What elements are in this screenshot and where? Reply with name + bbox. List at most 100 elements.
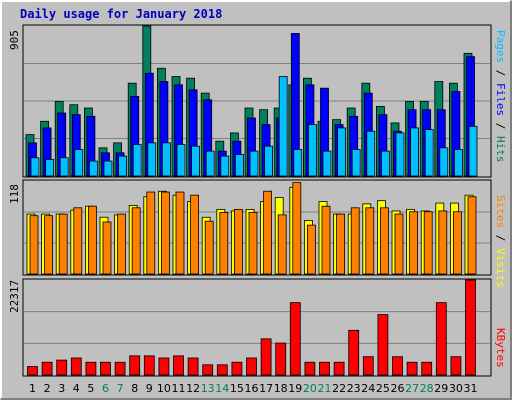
chart-title: Daily usage for January 2018 <box>20 7 222 21</box>
bar-kbytes-16 <box>246 357 257 376</box>
label-pages: Pages <box>494 30 507 63</box>
bar-pages-28 <box>424 129 434 177</box>
x-tick-label: 28 <box>420 382 434 395</box>
x-tick-label: 23 <box>347 382 361 395</box>
bar-sites-1 <box>29 215 39 275</box>
bar-pages-12 <box>191 145 201 177</box>
visits-ymax-label: 118 <box>8 184 21 204</box>
x-tick-label: 22 <box>332 382 346 395</box>
bar-sites-19 <box>292 182 302 275</box>
bar-pages-17 <box>264 145 274 177</box>
label-kbytes: KBytes <box>494 328 507 368</box>
x-tick-label: 11 <box>172 382 186 395</box>
x-tick-label: 16 <box>245 382 259 395</box>
label-files: Files <box>494 83 507 116</box>
x-tick-label: 14 <box>215 382 229 395</box>
bar-sites-27 <box>409 211 419 275</box>
x-tick-label: 15 <box>230 382 244 395</box>
bar-kbytes-1 <box>27 366 38 376</box>
bar-sites-29 <box>438 210 448 275</box>
x-tick-label: 27 <box>405 382 419 395</box>
bar-pages-5 <box>89 160 98 177</box>
bar-pages-14 <box>220 155 230 177</box>
x-tick-label: 30 <box>449 382 463 395</box>
kbytes-ymax-label: 22317 <box>8 280 21 313</box>
bar-kbytes-17 <box>260 338 272 376</box>
bar-kbytes-31 <box>465 279 476 376</box>
bar-pages-24 <box>366 130 376 177</box>
bar-pages-20 <box>307 124 317 177</box>
bar-pages-1 <box>30 157 40 177</box>
label-visits: Visits <box>494 248 507 288</box>
x-tick-label: 3 <box>58 382 65 395</box>
hits-ymax-label: 905 <box>8 30 21 50</box>
bar-pages-10 <box>161 142 171 177</box>
bar-sites-2 <box>44 215 53 275</box>
bar-sites-5 <box>88 205 97 275</box>
bar-kbytes-14 <box>216 364 228 376</box>
bar-pages-6 <box>103 160 113 177</box>
bar-kbytes-18 <box>275 342 287 376</box>
bar-sites-21 <box>321 205 331 275</box>
bar-pages-9 <box>147 142 157 177</box>
x-tick-label: 21 <box>318 382 332 395</box>
label-sep-1: / <box>494 63 507 83</box>
bar-pages-19 <box>293 149 303 177</box>
bar-sites-26 <box>394 213 404 275</box>
x-tick-label: 12 <box>186 382 200 395</box>
x-tick-label: 26 <box>391 382 405 395</box>
bar-sites-9 <box>146 191 156 275</box>
bar-sites-31 <box>467 196 477 275</box>
bar-sites-8 <box>131 207 141 275</box>
bar-sites-25 <box>379 207 389 275</box>
x-tick-label: 24 <box>361 382 375 395</box>
x-tick-label: 25 <box>376 382 390 395</box>
bar-pages-18 <box>278 76 288 177</box>
right-label-visits-panel: Sites / Visits <box>494 195 507 288</box>
bar-kbytes-30 <box>450 356 462 376</box>
bar-pages-2 <box>45 159 54 177</box>
bar-pages-13 <box>205 150 215 177</box>
bar-sites-4 <box>73 207 83 275</box>
bar-kbytes-3 <box>56 359 68 376</box>
bar-pages-8 <box>132 144 142 177</box>
bar-kbytes-8 <box>129 355 141 376</box>
bar-pages-11 <box>176 144 186 177</box>
x-tick-label: 2 <box>44 382 51 395</box>
bar-sites-11 <box>175 191 185 275</box>
x-tick-label: 20 <box>303 382 317 395</box>
bar-sites-16 <box>248 212 258 275</box>
bar-sites-18 <box>277 214 287 275</box>
bar-sites-22 <box>336 213 346 275</box>
bar-sites-20 <box>306 224 316 275</box>
bar-kbytes-22 <box>333 361 345 376</box>
bar-kbytes-19 <box>289 302 301 376</box>
bar-kbytes-24 <box>362 356 374 376</box>
bar-sites-14 <box>219 212 229 275</box>
bar-kbytes-4 <box>70 357 82 376</box>
label-sites: Sites <box>494 195 507 228</box>
bar-sites-30 <box>452 211 462 275</box>
bar-kbytes-26 <box>392 356 403 376</box>
bar-pages-29 <box>439 147 449 177</box>
bar-sites-7 <box>117 213 126 275</box>
x-tick-label: 17 <box>259 382 273 395</box>
x-tick-label: 5 <box>87 382 94 395</box>
bar-pages-27 <box>410 127 420 177</box>
bar-pages-3 <box>59 157 69 177</box>
bar-pages-15 <box>234 154 244 177</box>
bar-kbytes-25 <box>377 314 389 376</box>
bar-pages-30 <box>453 149 463 177</box>
bar-kbytes-13 <box>202 364 214 376</box>
bar-sites-13 <box>204 220 214 275</box>
x-tick-label: 1 <box>29 382 36 395</box>
bar-kbytes-28 <box>421 361 433 376</box>
bar-sites-3 <box>58 213 68 275</box>
bar-sites-28 <box>423 211 433 275</box>
right-label-hits-panel: Pages / Files / Hits <box>494 30 507 163</box>
bar-pages-22 <box>337 127 347 177</box>
x-tick-label: 9 <box>146 382 153 395</box>
x-tick-label: 29 <box>434 382 448 395</box>
